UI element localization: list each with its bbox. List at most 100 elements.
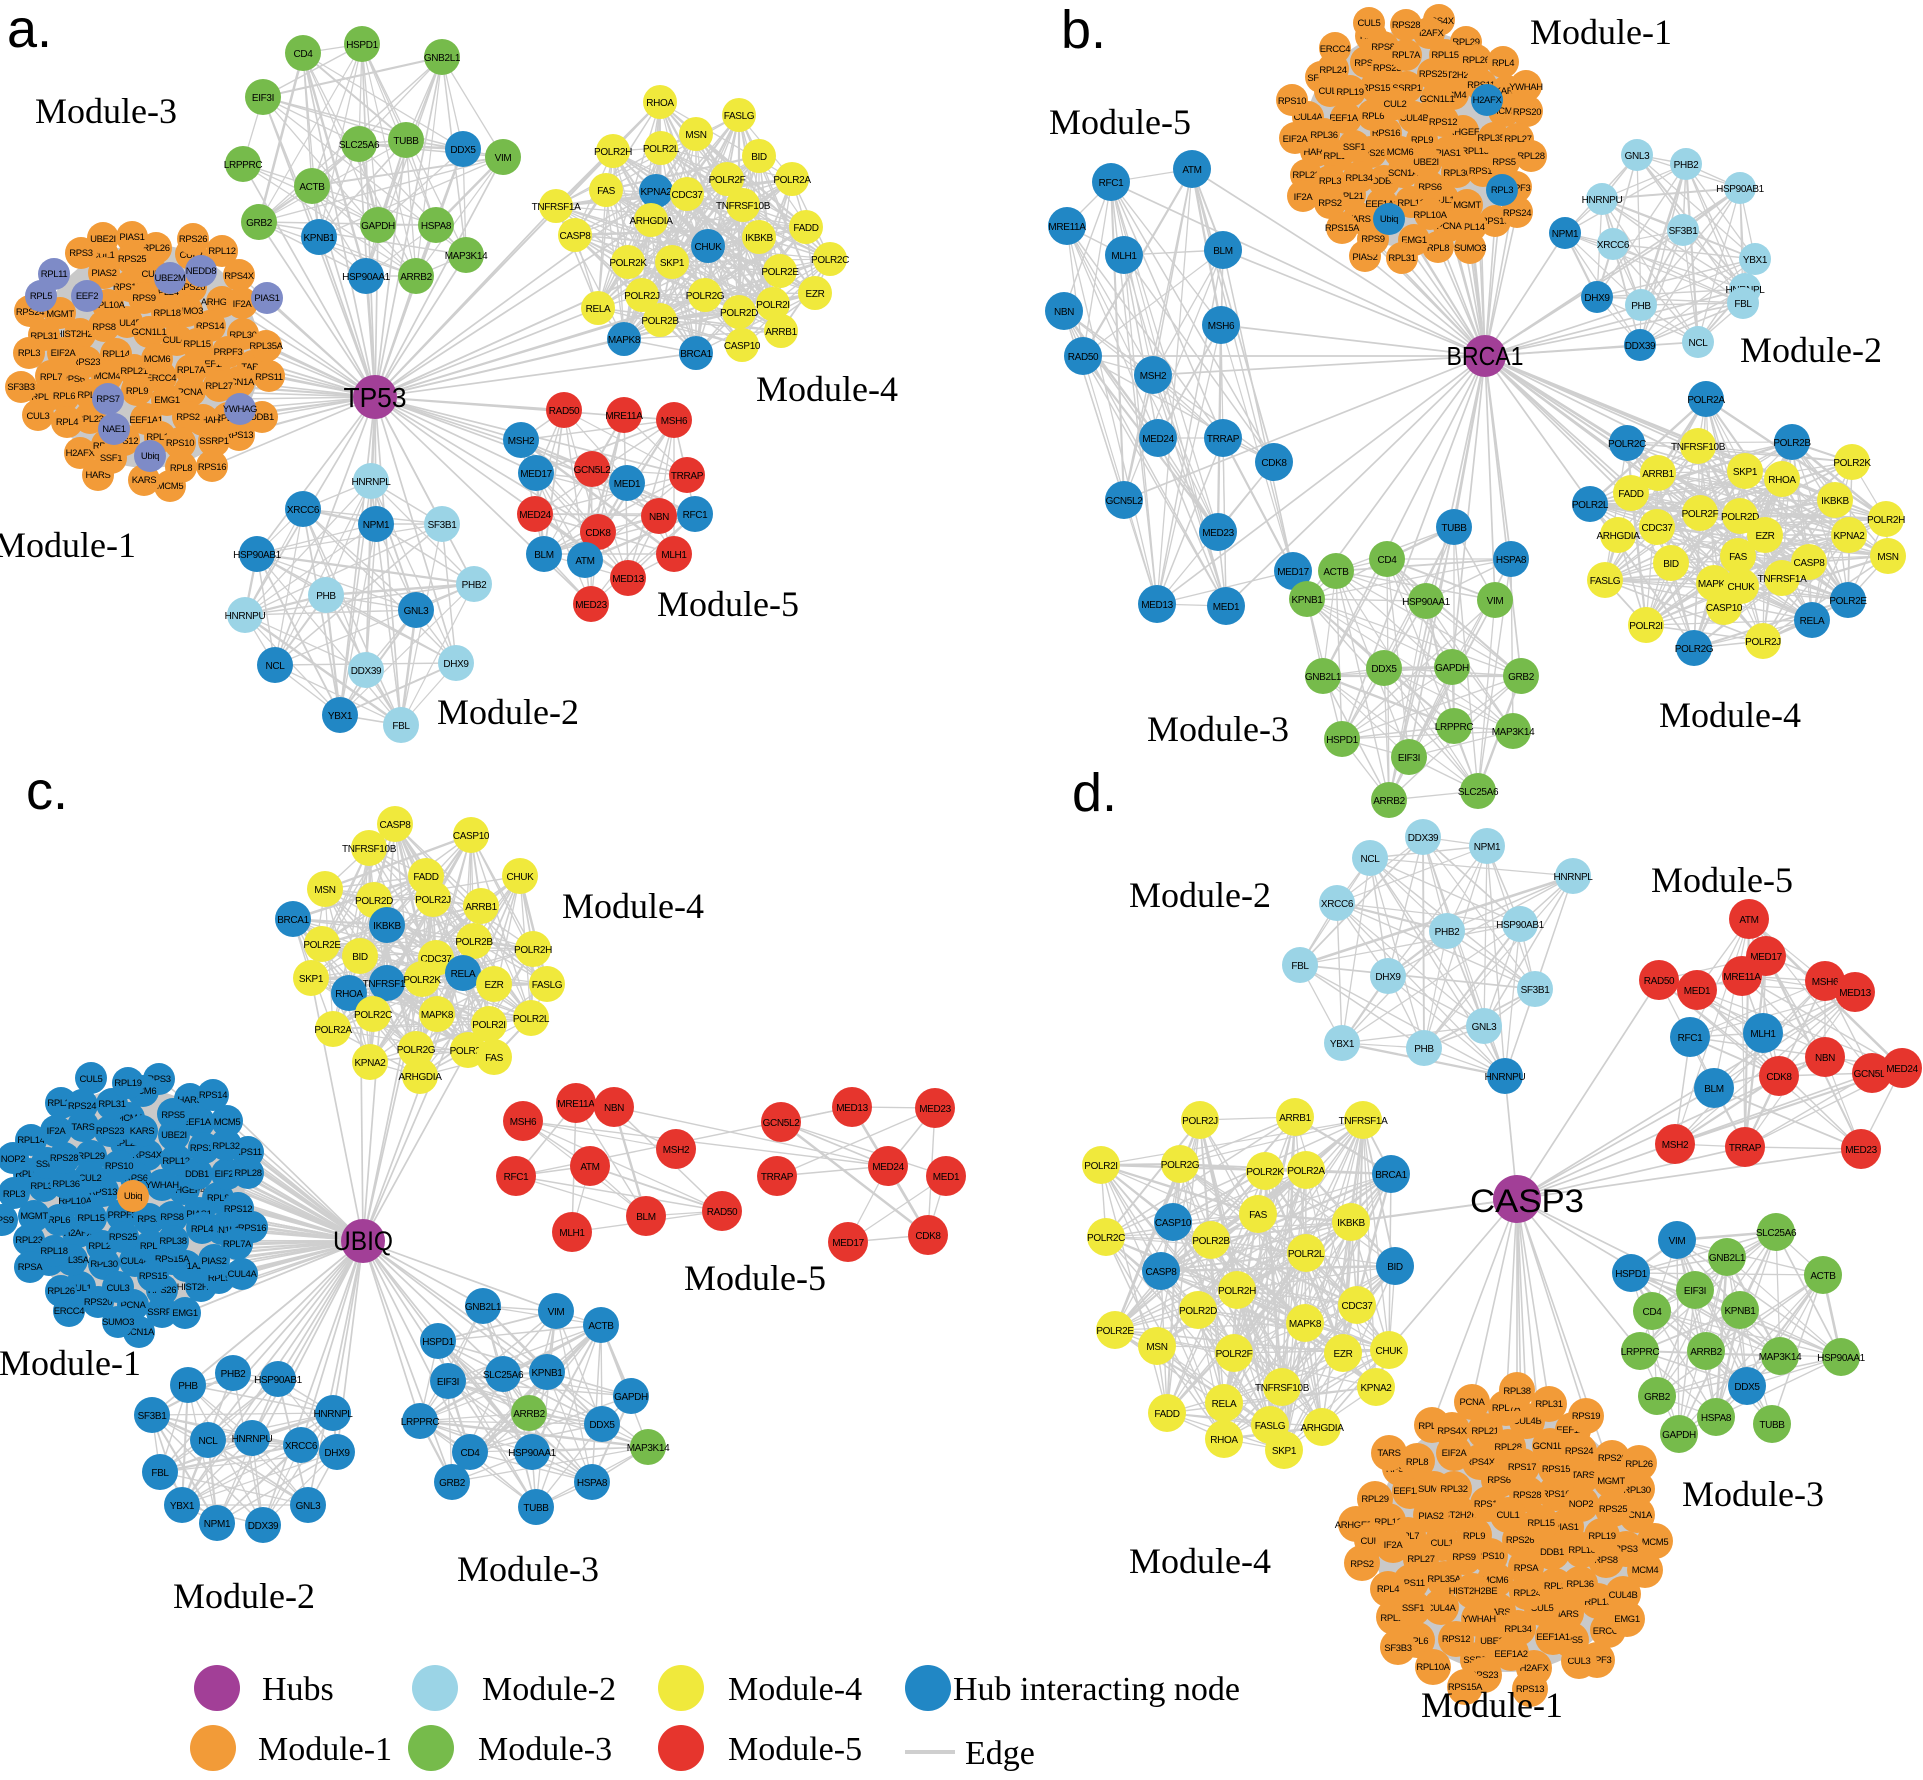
svg-text:RPL8: RPL8	[1406, 1457, 1428, 1468]
svg-text:CDK8: CDK8	[585, 528, 611, 539]
svg-text:GNB2L1: GNB2L1	[1709, 1253, 1746, 1264]
svg-text:RELA: RELA	[1800, 616, 1825, 627]
svg-text:KPNB1: KPNB1	[531, 1368, 563, 1379]
svg-text:POLR2L: POLR2L	[513, 1014, 550, 1025]
svg-text:XRCC6: XRCC6	[1321, 899, 1354, 910]
svg-text:POLR2K: POLR2K	[1833, 458, 1871, 469]
svg-text:EIF3I: EIF3I	[252, 93, 274, 104]
svg-text:RPS26: RPS26	[1357, 148, 1385, 159]
svg-text:SCN1A: SCN1A	[1388, 168, 1419, 179]
svg-text:FBL: FBL	[151, 1468, 169, 1479]
svg-text:RPS28: RPS28	[1392, 20, 1420, 31]
svg-text:PRPF3: PRPF3	[214, 347, 243, 358]
svg-text:H2AFX: H2AFX	[1473, 95, 1503, 106]
svg-text:RPL10A: RPL10A	[91, 300, 125, 311]
svg-text:PIAS1: PIAS1	[119, 232, 144, 243]
svg-text:MSH6: MSH6	[1812, 977, 1839, 988]
svg-text:RPL6: RPL6	[1406, 1636, 1428, 1647]
svg-text:MED24: MED24	[519, 510, 551, 521]
svg-text:RPL15: RPL15	[1431, 50, 1458, 61]
svg-text:RPS13: RPS13	[225, 430, 253, 441]
svg-text:FASLG: FASLG	[724, 111, 755, 122]
svg-text:Module-5: Module-5	[684, 1258, 826, 1298]
svg-text:RHOA: RHOA	[335, 989, 363, 1000]
svg-text:IKBKB: IKBKB	[373, 921, 401, 932]
svg-text:RPL9: RPL9	[208, 1273, 230, 1284]
svg-text:RPL28: RPL28	[1517, 151, 1544, 162]
svg-text:RPS28: RPS28	[1513, 1490, 1541, 1501]
svg-text:MED23: MED23	[919, 1104, 951, 1115]
svg-text:POLR2A: POLR2A	[773, 175, 811, 186]
svg-text:RPS14: RPS14	[1469, 166, 1497, 177]
svg-text:POLR2G: POLR2G	[686, 291, 725, 302]
svg-text:RPL12: RPL12	[1397, 198, 1424, 209]
svg-text:RPS13: RPS13	[1516, 1684, 1544, 1695]
svg-text:b.: b.	[1061, 0, 1106, 60]
svg-text:POLR2F: POLR2F	[450, 1046, 487, 1057]
svg-text:CASP10: CASP10	[1706, 603, 1743, 614]
svg-text:RHOA: RHOA	[1210, 1435, 1238, 1446]
svg-text:RPL7A: RPL7A	[1492, 1403, 1521, 1414]
svg-text:ATM: ATM	[580, 1162, 599, 1173]
svg-text:CDK8: CDK8	[915, 1231, 941, 1242]
svg-text:POLR2L: POLR2L	[1572, 500, 1609, 511]
svg-text:RPL34: RPL34	[77, 390, 104, 401]
svg-text:MLH1: MLH1	[661, 550, 687, 561]
svg-text:NPM1: NPM1	[1552, 229, 1579, 240]
svg-text:RFC1: RFC1	[1678, 1033, 1704, 1044]
svg-text:RPL21: RPL21	[112, 1138, 139, 1149]
svg-text:MED23: MED23	[1202, 528, 1234, 539]
svg-text:RPS11: RPS11	[255, 372, 283, 383]
svg-text:RPS24: RPS24	[68, 1101, 96, 1112]
svg-text:CUL4A: CUL4A	[228, 1269, 258, 1280]
svg-text:ERCC4: ERCC4	[1320, 44, 1351, 55]
svg-text:UBE2I: UBE2I	[161, 1130, 187, 1141]
svg-text:SUMO3: SUMO3	[1454, 243, 1486, 254]
svg-text:POLR2G: POLR2G	[1161, 1160, 1200, 1171]
svg-text:RPL10A: RPL10A	[1416, 1662, 1450, 1673]
svg-text:RPS15: RPS15	[1542, 1464, 1570, 1475]
svg-text:TARS: TARS	[1377, 1448, 1400, 1459]
svg-text:MLH1: MLH1	[559, 1228, 585, 1239]
svg-text:RPL29: RPL29	[1452, 37, 1479, 48]
svg-text:RPL28: RPL28	[234, 1168, 261, 1179]
svg-text:XRCC6: XRCC6	[287, 505, 320, 516]
svg-text:RPS9: RPS9	[1452, 1552, 1475, 1563]
svg-text:DHX9: DHX9	[1584, 293, 1610, 304]
svg-text:H2AFX: H2AFX	[66, 448, 96, 459]
svg-text:RPS28: RPS28	[50, 1153, 78, 1164]
svg-text:RPS20: RPS20	[177, 282, 205, 293]
svg-text:TARS: TARS	[241, 362, 264, 373]
svg-text:CASP3: CASP3	[1470, 1183, 1584, 1219]
svg-text:NCL: NCL	[199, 1436, 219, 1447]
svg-text:Module-2: Module-2	[1740, 330, 1882, 370]
svg-text:MAPK8: MAPK8	[1698, 579, 1731, 590]
svg-text:KPNA2: KPNA2	[354, 1058, 386, 1069]
svg-text:MCM4: MCM4	[1440, 90, 1467, 101]
svg-text:POLR2L: POLR2L	[1288, 1249, 1325, 1260]
svg-text:HSP90AA1: HSP90AA1	[1402, 597, 1451, 608]
svg-text:RPL5: RPL5	[30, 291, 52, 302]
svg-text:DDX39: DDX39	[248, 1521, 279, 1532]
svg-text:RPS14: RPS14	[1474, 1499, 1502, 1510]
svg-text:ATM: ATM	[575, 556, 594, 567]
svg-text:EEF2: EEF2	[76, 291, 98, 302]
svg-text:GNL3: GNL3	[1625, 151, 1651, 162]
svg-text:RPS26: RPS26	[148, 1285, 176, 1296]
svg-text:CUL3: CUL3	[27, 411, 50, 422]
svg-text:POLR2H: POLR2H	[1867, 515, 1905, 526]
svg-text:POLR2K: POLR2K	[1246, 1167, 1284, 1178]
svg-text:MED17: MED17	[832, 1238, 864, 1249]
svg-text:SLC25A6: SLC25A6	[339, 140, 380, 151]
svg-text:HNRNPU: HNRNPU	[232, 1434, 273, 1445]
svg-text:HSPA8: HSPA8	[577, 1478, 608, 1489]
svg-text:BID: BID	[1387, 1262, 1403, 1273]
svg-text:RPL35A: RPL35A	[249, 341, 283, 352]
svg-text:NCL: NCL	[266, 661, 286, 672]
svg-text:CASP8: CASP8	[1145, 1267, 1177, 1278]
svg-text:MGMT: MGMT	[1597, 1476, 1625, 1487]
svg-text:RPS10: RPS10	[1476, 1551, 1504, 1562]
svg-text:a.: a.	[7, 0, 52, 59]
svg-text:FBL: FBL	[392, 721, 410, 732]
svg-text:DDX39: DDX39	[1625, 341, 1656, 352]
